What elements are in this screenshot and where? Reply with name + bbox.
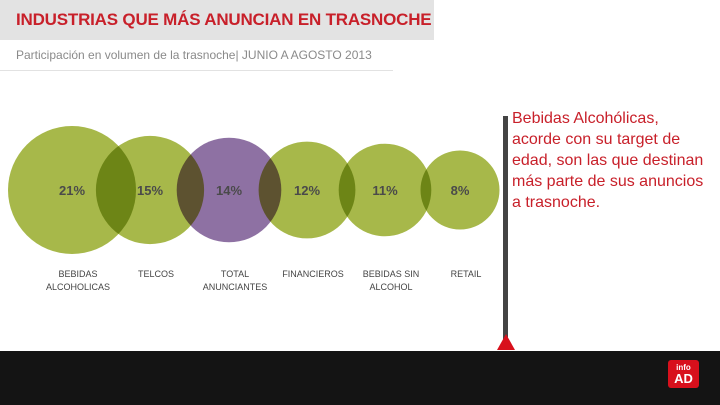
page-title: INDUSTRIAS QUE MÁS ANUNCIAN EN TRASNOCHE xyxy=(16,10,432,29)
logo-text-bottom: AD xyxy=(674,371,693,386)
category-label: FINANCIEROS xyxy=(282,269,344,279)
bubble-value-label: 15% xyxy=(137,183,163,198)
marker-triangle-icon xyxy=(497,334,515,350)
category-label: TOTAL ANUNCIANTES xyxy=(202,269,268,292)
category-label: BEBIDAS SIN ALCOHOL xyxy=(362,269,420,292)
bubble-3 xyxy=(258,141,356,239)
page-subtitle: Participación en volumen de la trasnoche… xyxy=(16,48,372,62)
bubble-1 xyxy=(95,135,205,245)
bubble-value-label: 8% xyxy=(451,183,470,198)
bubble-2 xyxy=(176,137,282,243)
bubble-value-label: 12% xyxy=(294,183,320,198)
bubble-value-label: 14% xyxy=(216,183,242,198)
bubble-value-label: 11% xyxy=(372,183,398,198)
footer-bar xyxy=(0,351,720,405)
annotation-text: Bebidas Alcohólicas, acorde con su targe… xyxy=(512,110,704,211)
infoad-logo: info AD xyxy=(668,360,699,388)
category-label: BEBIDAS ALCOHOLICAS xyxy=(45,269,111,292)
title-bar xyxy=(0,0,434,40)
bubble-chart: 21% 15% 14% 12% 11% 8% xyxy=(8,126,500,254)
subtitle-divider xyxy=(0,70,393,71)
annotation-divider xyxy=(503,116,508,342)
logo-text-top: info xyxy=(676,363,691,372)
bubble-4 xyxy=(338,143,432,237)
category-label: TELCOS xyxy=(137,269,174,279)
bubble-5 xyxy=(420,150,500,230)
category-label: RETAIL xyxy=(450,269,482,279)
bubble-value-label: 21% xyxy=(59,183,85,198)
bubble-0 xyxy=(8,126,136,254)
